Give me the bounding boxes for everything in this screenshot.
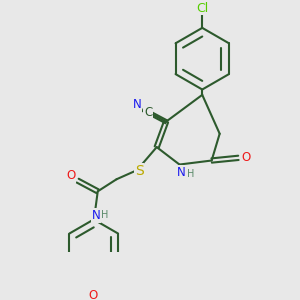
- Text: C: C: [144, 106, 152, 119]
- Text: N: N: [92, 209, 100, 222]
- Text: O: O: [88, 289, 97, 300]
- Text: O: O: [66, 169, 76, 182]
- Text: O: O: [241, 151, 250, 164]
- Text: N: N: [177, 166, 186, 178]
- Text: H: H: [187, 169, 194, 178]
- Text: N: N: [133, 98, 142, 111]
- Text: S: S: [135, 164, 144, 178]
- Text: Cl: Cl: [197, 2, 209, 15]
- Text: H: H: [101, 210, 108, 220]
